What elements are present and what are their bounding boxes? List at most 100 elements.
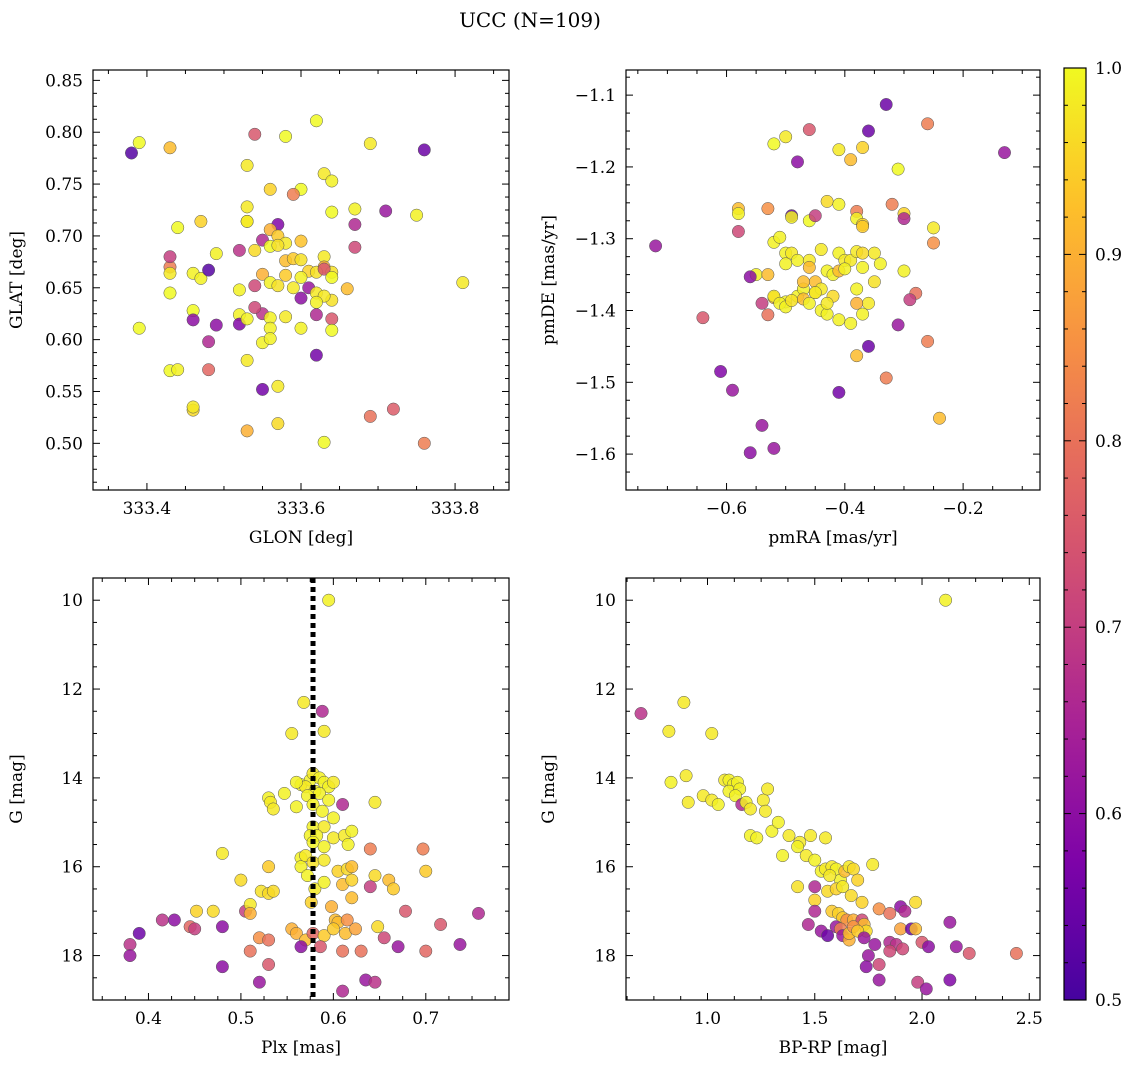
data-point [368, 975, 382, 989]
data-point [649, 239, 663, 253]
data-point [743, 446, 757, 460]
data-point [315, 704, 329, 718]
data-point [263, 182, 277, 196]
x-axis-label: GLON [deg] [249, 528, 353, 548]
data-point [279, 310, 293, 324]
data-point [240, 200, 254, 214]
data-point [209, 318, 223, 332]
y-tick-label: 0.70 [45, 227, 83, 247]
x-tick-label: 2.5 [1016, 1009, 1043, 1029]
data-point [731, 225, 745, 238]
data-point [279, 268, 293, 282]
data-point [410, 208, 424, 222]
y-tick-label: 0.65 [45, 279, 83, 299]
data-point [634, 707, 648, 720]
data-point [662, 724, 676, 738]
data-point [289, 775, 303, 789]
data-point [921, 334, 935, 348]
data-point [371, 920, 385, 934]
data-point [317, 853, 331, 867]
data-point [836, 880, 850, 894]
data-point [456, 276, 470, 290]
data-point [345, 891, 359, 905]
data-point [155, 913, 169, 927]
data-point [726, 383, 739, 397]
data-point [761, 782, 775, 796]
data-point [879, 98, 893, 111]
data-point [743, 802, 757, 816]
colorbar-gradient [1064, 68, 1086, 1000]
data-point [791, 880, 805, 894]
data-point [868, 938, 882, 951]
data-point [202, 363, 216, 377]
y-tick-label: 0.80 [45, 123, 83, 143]
data-point [243, 944, 257, 958]
data-point [664, 775, 678, 789]
data-point [325, 205, 339, 219]
data-point [277, 786, 291, 800]
data-point [885, 197, 899, 211]
data-point [782, 829, 796, 843]
data-point [294, 270, 308, 284]
y-tick-label: −1.4 [575, 302, 616, 322]
data-point [317, 435, 331, 449]
data-point [190, 904, 203, 918]
data-point [188, 922, 202, 936]
x-tick-label: −0.6 [706, 499, 747, 519]
panel-3: 0.4 0.5 0.6 0.7 10 12 14 16 18 Plx [mas] G [mag] [7, 577, 510, 1058]
data-point [755, 296, 769, 310]
data-point [856, 141, 870, 154]
data-point [209, 247, 223, 261]
data-point [927, 236, 940, 250]
data-point [808, 904, 822, 918]
data-point [857, 931, 871, 945]
data-point [804, 829, 817, 843]
data-point [832, 143, 846, 157]
data-point [838, 262, 852, 276]
data-point [919, 982, 933, 996]
data-point [386, 402, 400, 416]
data-point [872, 973, 886, 987]
data-point [820, 296, 834, 310]
colorbar: 0.5 0.6 0.7 0.8 0.9 1.0 [1063, 59, 1122, 1011]
x-axis-label: Plx [mas] [261, 1038, 341, 1058]
data-point [785, 210, 799, 224]
data-point [883, 906, 897, 920]
data-point [962, 946, 976, 960]
data-point [850, 282, 864, 296]
data-point [761, 268, 775, 282]
data-point [846, 862, 860, 876]
data-point [873, 257, 887, 271]
y-tick-label: 16 [594, 858, 616, 878]
data-point [832, 197, 846, 211]
data-point [949, 940, 963, 954]
data-point [419, 864, 433, 878]
data-point [368, 869, 382, 883]
x-tick-label: 0.7 [412, 1009, 439, 1029]
data-point [315, 804, 329, 818]
panel-4: 1.0 1.5 2.0 2.5 10 12 14 16 18 BP-RP [mag] G [mag] [539, 577, 1043, 1058]
data-point [856, 260, 870, 274]
data-point [252, 975, 266, 989]
data-point [317, 262, 331, 276]
axes-frame [92, 577, 510, 1001]
data-point [341, 838, 355, 851]
data-point [844, 889, 858, 903]
data-point [215, 920, 229, 934]
colorbar-tick-label: 0.5 [1095, 991, 1122, 1011]
data-point [336, 798, 350, 811]
data-point [271, 238, 285, 252]
data-point [354, 944, 368, 958]
data-point [399, 904, 412, 918]
data-point [814, 243, 828, 256]
data-point [922, 940, 935, 954]
data-point [202, 263, 216, 277]
data-point [867, 246, 881, 260]
y-tick-label: 0.55 [45, 382, 83, 402]
data-point [856, 246, 870, 260]
data-point [336, 944, 350, 958]
data-point [206, 904, 220, 918]
data-point [802, 260, 816, 274]
data-point [256, 267, 269, 281]
data-point [832, 385, 846, 399]
